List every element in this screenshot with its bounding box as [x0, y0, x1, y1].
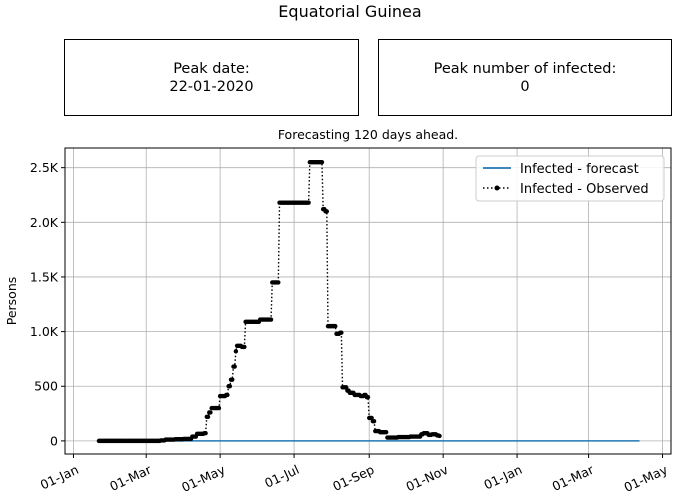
- y-tick-label: 1.5K: [30, 269, 59, 284]
- observed-point: [227, 384, 233, 389]
- observed-point: [268, 317, 274, 322]
- observed-point: [230, 377, 235, 382]
- chart-subtitle: Forecasting 120 days ahead.: [277, 127, 459, 142]
- plot-frame: [64, 147, 672, 455]
- peak-date-value: 22-01-2020: [169, 78, 254, 95]
- x-tick-label: 01-Mar: [107, 461, 154, 494]
- legend-forecast-label: Infected - forecast: [520, 162, 639, 177]
- observed-point: [324, 209, 329, 214]
- observed-point: [437, 433, 442, 439]
- y-tick-label: 0: [50, 433, 58, 448]
- observed-point: [371, 419, 377, 424]
- observed-line: [98, 161, 440, 442]
- peak-date-label: Peak date:: [173, 60, 250, 77]
- legend-box: [475, 155, 665, 202]
- observed-point: [205, 414, 211, 420]
- observed-point: [365, 394, 371, 400]
- observed-point: [276, 280, 281, 285]
- observed-point: [383, 429, 389, 435]
- legend-observed-label: Infected - Observed: [520, 182, 649, 197]
- y-tick-label: 2.5K: [30, 160, 59, 175]
- peak-date-box: Peak date: 22-01-2020: [64, 39, 359, 116]
- x-tick-label: 01-Nov: [404, 462, 451, 495]
- observed-point: [232, 364, 237, 369]
- y-axis-label: Persons: [4, 277, 19, 326]
- x-tick-label: 01-Jul: [262, 462, 301, 491]
- legend-observed-marker: [494, 185, 500, 191]
- x-tick-label: 01-May: [622, 462, 671, 495]
- x-tick-label: 01-Jan: [481, 462, 524, 493]
- x-tick-label: 01-May: [179, 462, 228, 495]
- peak-infected-box: Peak number of infected: 0: [378, 39, 672, 116]
- chart-title: Equatorial Guinea: [278, 2, 422, 21]
- observed-point: [242, 344, 247, 350]
- x-tick-label: 01-Sep: [330, 462, 376, 494]
- observed-point: [339, 330, 344, 335]
- y-tick-label: 500: [34, 379, 58, 394]
- x-tick-label: 01-Jan: [38, 462, 81, 493]
- peak-infected-label: Peak number of infected:: [433, 60, 617, 77]
- observed-point: [233, 349, 239, 354]
- peak-infected-value: 0: [520, 78, 530, 95]
- y-tick-label: 2.0K: [30, 215, 59, 230]
- observed-point: [203, 431, 208, 436]
- y-tick-label: 1.0K: [30, 324, 59, 339]
- observed-point: [319, 160, 325, 165]
- observed-point: [333, 323, 338, 329]
- x-tick-label: 01-Mar: [550, 461, 597, 494]
- observed-point: [225, 392, 230, 398]
- observed-point: [306, 200, 311, 205]
- observed-point: [216, 405, 222, 411]
- observed-point: [208, 410, 213, 415]
